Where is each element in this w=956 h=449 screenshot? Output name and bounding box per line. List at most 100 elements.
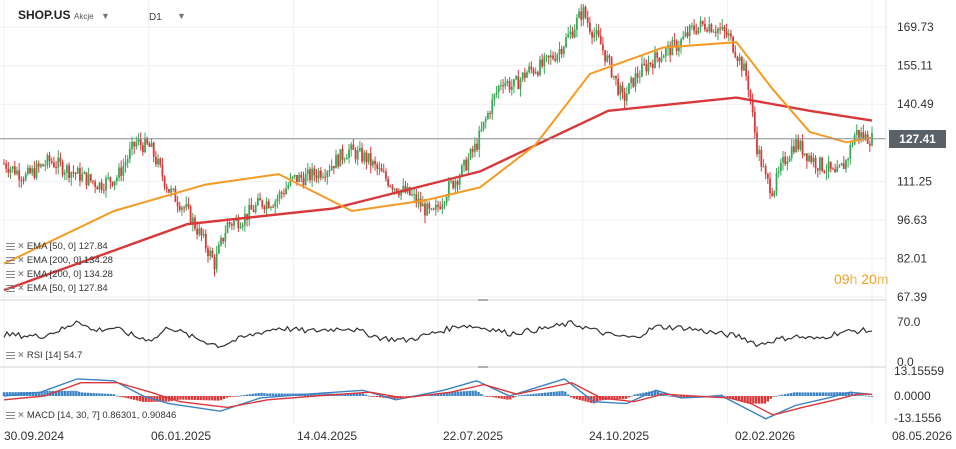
timeframe-label[interactable]: D1 — [149, 12, 162, 23]
candle-body — [46, 155, 49, 166]
candle-body — [695, 30, 698, 34]
indicator-legend-item[interactable]: × EMA [200, 0] 134.28 — [6, 255, 113, 266]
close-icon[interactable]: × — [18, 269, 24, 280]
candle-body — [762, 166, 765, 168]
caret-down-icon[interactable]: ▼ — [101, 11, 110, 21]
candle-body — [293, 175, 296, 177]
macd-histogram-bar — [815, 392, 819, 396]
candle-body — [526, 72, 528, 78]
settings-lines-icon[interactable] — [6, 270, 15, 279]
macd-histogram-bar — [578, 396, 581, 401]
macd-histogram-bar — [95, 393, 98, 396]
candle-body — [439, 206, 442, 209]
pane-resize-handle[interactable] — [478, 366, 488, 368]
macd-histogram-bar — [807, 392, 810, 396]
current-price-tag: 127.41 — [889, 129, 946, 148]
candle-body — [391, 186, 394, 190]
macd-histogram-bar — [104, 393, 107, 396]
macd-histogram-bar — [448, 392, 451, 396]
candle-body — [738, 56, 741, 62]
candle-body — [155, 156, 157, 165]
macd-histogram-bar — [621, 396, 625, 399]
candle-body — [608, 55, 611, 58]
candle-body — [70, 172, 73, 178]
candle-body — [441, 204, 444, 209]
candle-body — [265, 201, 268, 210]
macd-histogram-bar — [804, 392, 807, 396]
candle-body — [233, 220, 235, 226]
macd-histogram-bar — [451, 391, 454, 396]
candle-body — [654, 52, 656, 68]
close-icon[interactable]: × — [18, 410, 24, 421]
rsi-legend-item[interactable]: × RSI [14] 54.7 — [6, 350, 82, 361]
indicator-legend-item[interactable]: × EMA [200, 0] 134.28 — [6, 269, 113, 280]
candle-body — [39, 164, 42, 167]
candle-body — [515, 76, 518, 80]
settings-lines-icon[interactable] — [6, 256, 15, 265]
candle-body — [615, 75, 617, 79]
macd-signal-line — [3, 381, 873, 416]
close-icon[interactable]: × — [18, 255, 24, 266]
candle-body — [773, 191, 776, 196]
candle-body — [22, 179, 25, 181]
candle-body — [556, 54, 559, 61]
close-icon[interactable]: × — [18, 241, 24, 252]
macd-histogram-bar — [503, 396, 506, 400]
close-icon[interactable]: × — [18, 350, 24, 361]
candle-body — [79, 168, 81, 181]
macd-histogram-bar — [480, 393, 483, 396]
candle-body — [256, 198, 259, 206]
indicator-legend-item[interactable]: × EMA [50, 0] 127.84 — [6, 241, 108, 252]
candle-body — [690, 25, 693, 27]
macd-histogram-bar — [63, 390, 66, 396]
candle-body — [395, 188, 398, 193]
macd-histogram-bar — [723, 395, 726, 397]
candle-body — [532, 69, 535, 74]
macd-histogram-bar — [575, 396, 579, 400]
macd-histogram-bar — [549, 392, 553, 396]
macd-histogram-bar — [488, 396, 492, 397]
macd-histogram-bar — [509, 396, 512, 400]
candle-body — [706, 29, 708, 32]
settings-lines-icon[interactable] — [6, 411, 15, 420]
candle-body — [602, 44, 604, 51]
settings-lines-icon[interactable] — [6, 242, 15, 251]
macd-histogram-bar — [54, 390, 58, 396]
indicator-legend-item[interactable]: × EMA [50, 0] 127.84 — [6, 283, 108, 294]
candle-body — [157, 158, 159, 165]
candle-body — [213, 257, 216, 270]
candle-body — [612, 75, 615, 78]
macd-histogram-bar — [92, 393, 95, 396]
pane-resize-handle[interactable] — [478, 299, 488, 301]
price-axis[interactable]: 169.73 155.11 140.49 111.25 96.63 82.01 67.39 — [897, 20, 934, 304]
macd-histogram-bar — [173, 396, 176, 401]
macd-histogram-bar — [850, 392, 853, 396]
symbol-label[interactable]: SHOP.US — [18, 8, 71, 22]
macd-histogram-bar — [726, 396, 729, 398]
macd-histogram-bar — [75, 390, 78, 396]
time-axis[interactable]: 30.09.2024 06.01.2025 14.04.2025 22.07.2025… — [4, 429, 952, 443]
macd-histogram-bar — [500, 396, 503, 399]
settings-lines-icon[interactable] — [6, 284, 15, 293]
close-icon[interactable]: × — [18, 283, 24, 294]
candle-body — [801, 140, 804, 156]
caret-down-icon[interactable]: ▼ — [177, 11, 186, 21]
candle-body — [315, 175, 318, 179]
candle-body — [829, 161, 832, 169]
candle-body — [369, 153, 372, 166]
candle-body — [673, 40, 676, 42]
macd-histogram-bar — [72, 390, 75, 396]
candle-body — [484, 118, 487, 122]
candle-body — [693, 25, 695, 31]
candle-body — [165, 186, 168, 190]
macd-histogram-bar — [43, 390, 46, 396]
price-tick-label: 155.11 — [897, 59, 933, 73]
macd-histogram-bar — [257, 392, 260, 396]
macd-legend-item[interactable]: × MACD [14, 30, 7] 0.86301, 0.90846 — [6, 410, 176, 421]
candle-body — [285, 188, 287, 195]
settings-lines-icon[interactable] — [6, 351, 15, 360]
macd-histogram-bar — [161, 396, 165, 402]
candle-body — [810, 155, 813, 162]
candle-body — [506, 81, 509, 83]
